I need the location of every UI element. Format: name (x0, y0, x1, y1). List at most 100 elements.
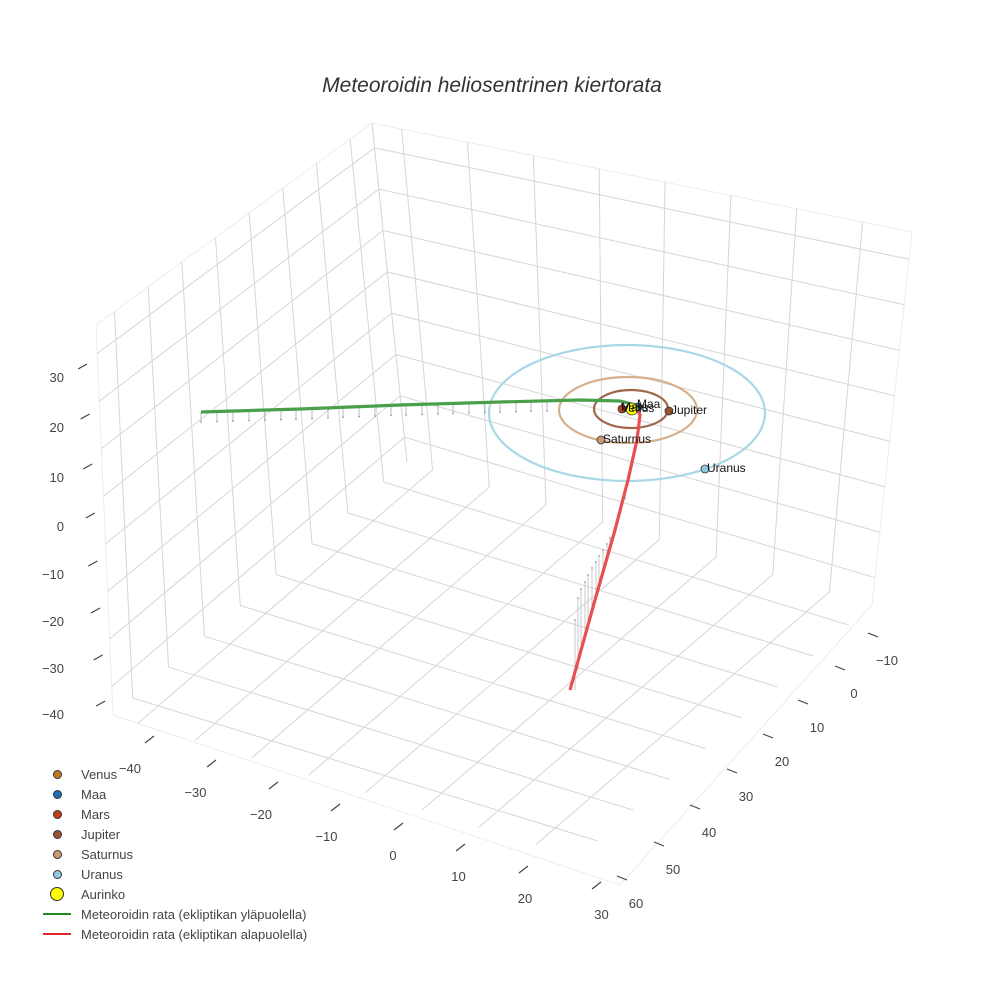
x-axis-tick (518, 865, 529, 874)
z-axis-tick (85, 512, 96, 519)
legend-marker-icon (40, 884, 74, 904)
chart-title: Meteoroidin heliosentrinen kiertorata (322, 74, 662, 97)
box-edge (871, 231, 913, 606)
drop-point (232, 420, 234, 422)
legend-label: Maa (81, 786, 107, 802)
x-axis-tick (393, 822, 404, 831)
y-gridline (466, 142, 490, 488)
trajectory-above-ecliptic (200, 398, 637, 414)
z-axis-tick (90, 607, 101, 614)
legend-item[interactable]: Uranus (40, 864, 307, 884)
legend-item[interactable]: Mars (40, 804, 307, 824)
z-gridline (96, 147, 375, 354)
planet-aurinko[interactable] (625, 402, 639, 416)
x-floor-gridline (240, 604, 706, 749)
orbit-saturnus (557, 375, 699, 445)
legend-item[interactable]: Jupiter (40, 824, 307, 844)
z-gridline (378, 188, 905, 306)
legend: Venus Maa Mars Jupiter Saturnus Uranus Aurinko… (40, 764, 307, 944)
x-floor-gridline (204, 635, 670, 780)
legend-label: Aurinko (81, 886, 126, 902)
drop-point (421, 413, 423, 416)
planet-label-saturnus: Saturnus (603, 432, 651, 446)
planet-saturnus[interactable] (596, 435, 606, 445)
drop-point (609, 537, 611, 539)
drop-point (598, 555, 600, 557)
y-axis-tick (867, 632, 879, 638)
drop-point (390, 414, 392, 417)
drop-point (405, 413, 407, 416)
z-gridline (107, 354, 397, 592)
drop-point (311, 417, 313, 420)
box-edge (371, 122, 913, 233)
y-floor-gridline (365, 539, 660, 793)
legend-marker-icon (40, 844, 74, 864)
y-axis-tick-label: 0 (850, 686, 857, 701)
y-axis-tick-label: 50 (666, 862, 680, 877)
legend-marker-icon (40, 824, 74, 844)
x-gridline (282, 188, 313, 544)
grid-layer (95, 122, 913, 886)
legend-item[interactable]: Saturnus (40, 844, 307, 864)
legend-item[interactable]: Aurinko (40, 884, 307, 904)
drop-point (574, 619, 576, 621)
x-floor-gridline (311, 543, 778, 688)
x-axis-tick (206, 759, 217, 768)
y-gridline (772, 208, 798, 575)
x-axis-tick-label: 10 (451, 869, 465, 884)
drop-point (595, 561, 597, 563)
z-axis-tick-label: −20 (42, 614, 64, 629)
legend-line-icon (40, 924, 74, 944)
drop-point (515, 410, 517, 413)
legend-item[interactable]: Maa (40, 784, 307, 804)
z-axis-tick-label: 30 (50, 370, 64, 385)
planet-label-jupiter: Jupiter (671, 403, 707, 417)
legend-item[interactable]: Meteoroidin rata (ekliptikan alapuolella… (40, 924, 307, 944)
planet-jupiter[interactable] (664, 406, 674, 416)
y-axis-tick-label: 60 (629, 896, 643, 911)
drop-point (280, 418, 282, 421)
x-axis-tick-label: 30 (594, 907, 608, 922)
z-axis-tick (77, 363, 88, 370)
z-axis-tick (95, 700, 106, 707)
drop-point (342, 416, 344, 419)
box-edge (112, 714, 621, 886)
drop-point (374, 415, 376, 417)
legend-label: Venus (81, 766, 118, 782)
y-gridline (715, 195, 732, 558)
z-axis-tick-label: 20 (50, 420, 64, 435)
z-axis-tick-label: −30 (42, 661, 64, 676)
z-gridline (111, 436, 405, 687)
drop-point (484, 411, 486, 414)
x-axis-tick-label: −30 (184, 785, 206, 800)
x-axis-tick (144, 735, 155, 744)
z-axis-tick (93, 654, 103, 661)
drop-point (584, 581, 586, 583)
y-axis-tick (689, 804, 701, 810)
drop-point (264, 419, 266, 421)
legend-item[interactable]: Meteoroidin rata (ekliptikan yläpuolella… (40, 904, 307, 924)
y-axis-tick-label: 20 (775, 754, 789, 769)
z-gridline (109, 395, 401, 640)
x-floor-gridline (275, 574, 742, 719)
y-gridline (658, 182, 666, 540)
x-axis-tick-label: −10 (315, 829, 337, 844)
y-floor-gridline (251, 504, 547, 759)
planet-label-venus: Venus (621, 401, 654, 415)
z-axis-tick-label: 10 (50, 470, 64, 485)
z-gridline (105, 312, 392, 545)
x-floor-gridline (168, 666, 634, 811)
planet-label-maa: Maa (637, 397, 661, 411)
x-axis-tick-label: −40 (119, 761, 141, 776)
y-axis-tick-label: 40 (702, 825, 716, 840)
legend-item[interactable]: Venus (40, 764, 307, 784)
planet-uranus[interactable] (700, 464, 710, 474)
legend-marker-icon (40, 764, 74, 784)
z-axis-tick-label: −40 (42, 707, 64, 722)
y-axis-tick-label: 10 (810, 720, 824, 735)
drop-point (248, 419, 250, 422)
legend-marker-icon (40, 804, 74, 824)
z-axis-tick-label: 0 (57, 519, 64, 534)
